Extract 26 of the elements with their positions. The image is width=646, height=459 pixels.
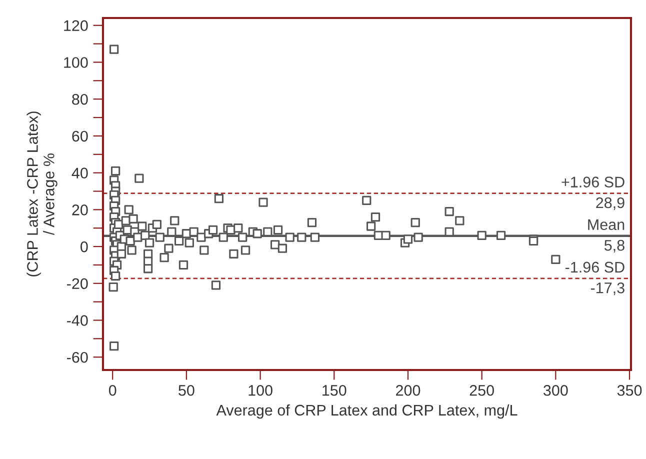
x-tick-label: 200 bbox=[396, 384, 420, 396]
y-tick-label: -20 bbox=[67, 278, 88, 290]
ref-line-label: -1.96 SD bbox=[565, 262, 624, 273]
x-tick-label: 300 bbox=[544, 384, 568, 396]
annotation: 28,9 bbox=[596, 197, 624, 210]
y-axis-title: (CRP Latex -CRP Latex) / Average % bbox=[26, 112, 58, 276]
x-tick-label: 250 bbox=[470, 384, 494, 396]
y-tick-label: 0 bbox=[80, 241, 88, 252]
y-tick-label: 40 bbox=[72, 168, 88, 178]
x-tick-label: 100 bbox=[248, 384, 272, 396]
y-tick-label: 120 bbox=[64, 20, 88, 32]
x-tick-label: 150 bbox=[322, 384, 346, 396]
x-axis-title: Average of CRP Latex and CRP Latex, mg/L bbox=[216, 404, 518, 419]
x-tick-label: 0 bbox=[108, 384, 116, 396]
y-tick-label: 60 bbox=[72, 130, 88, 142]
x-tick-label: 350 bbox=[617, 384, 642, 396]
y-tick-label: -60 bbox=[67, 352, 88, 363]
annotation: 5,8 bbox=[604, 240, 624, 253]
x-tick-label: 50 bbox=[178, 384, 194, 396]
y-tick-label: 100 bbox=[64, 57, 88, 68]
ref-line-label: +1.96 SD bbox=[562, 176, 624, 188]
y-tick-label: 20 bbox=[72, 204, 88, 216]
annotation: -17,3 bbox=[590, 282, 624, 296]
y-tick-label: 80 bbox=[72, 94, 88, 105]
ref-line-label: Mean bbox=[588, 219, 624, 230]
y-tick-label: -40 bbox=[67, 315, 88, 326]
